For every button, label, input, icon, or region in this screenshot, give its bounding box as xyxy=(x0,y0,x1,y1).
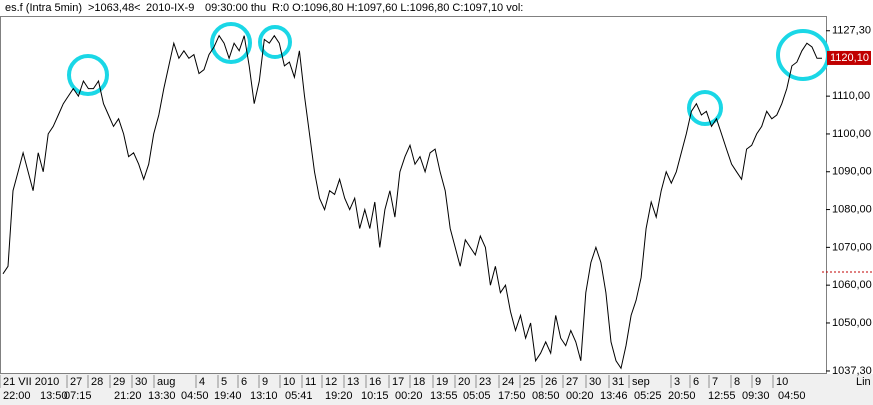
time-label: 17:50 xyxy=(498,390,526,402)
time-label: 05:05 xyxy=(463,390,491,402)
date-label: 8 xyxy=(734,376,740,388)
date-label: 10 xyxy=(283,376,295,388)
time-label: 22:00 xyxy=(3,390,31,402)
date-label: 30 xyxy=(589,376,601,388)
time-label: 13:50 xyxy=(40,390,68,402)
time-label: 04:50 xyxy=(181,390,209,402)
time-label: 13:46 xyxy=(600,390,628,402)
y-tick-label: 1127,30 xyxy=(832,25,871,37)
time-label: 05:25 xyxy=(634,390,662,402)
date-label: 28 xyxy=(91,376,103,388)
date-label: 17 xyxy=(392,376,404,388)
date-label: 25 xyxy=(523,376,535,388)
date-label: 12 xyxy=(325,376,337,388)
plot-frame xyxy=(0,16,827,374)
date-label: 29 xyxy=(113,376,125,388)
time-label: 04:50 xyxy=(778,390,806,402)
date-label: 13 xyxy=(347,376,359,388)
date-label: 4 xyxy=(199,376,205,388)
date-label: 7 xyxy=(712,376,718,388)
highlight-circle xyxy=(210,22,252,64)
date-label: 5 xyxy=(221,376,227,388)
header-text: >1063,48< xyxy=(88,2,141,14)
date-label: 18 xyxy=(413,376,425,388)
scale-label: Lin xyxy=(856,376,871,388)
time-axis-bg xyxy=(0,374,873,405)
time-label: 13:55 xyxy=(430,390,458,402)
date-label: 6 xyxy=(693,376,699,388)
date-label: 9 xyxy=(262,376,268,388)
header-text: 09:30:00 thu xyxy=(205,2,266,14)
time-label: 00:20 xyxy=(566,390,594,402)
time-label: 07:15 xyxy=(64,390,92,402)
date-label: 31 xyxy=(612,376,624,388)
time-label: 12:55 xyxy=(708,390,736,402)
time-label: 09:30 xyxy=(742,390,770,402)
highlight-circle xyxy=(687,90,723,126)
date-label: 10 xyxy=(776,376,788,388)
highlight-circle xyxy=(67,54,109,96)
y-tick-label: 1110,00 xyxy=(832,90,870,102)
time-label: 13:30 xyxy=(148,390,176,402)
time-label: 20:50 xyxy=(668,390,696,402)
time-label: 00:20 xyxy=(395,390,423,402)
date-label: 27 xyxy=(70,376,82,388)
y-tick-label: 1070,00 xyxy=(832,241,872,253)
y-tick-label: 1060,00 xyxy=(832,279,872,291)
date-label: 30 xyxy=(135,376,147,388)
date-label: 9 xyxy=(755,376,761,388)
time-label: 05:41 xyxy=(285,390,313,402)
date-label: 26 xyxy=(545,376,557,388)
date-label: aug xyxy=(157,376,175,388)
date-label: 21 VII 2010 xyxy=(3,376,59,388)
date-label: 24 xyxy=(502,376,514,388)
date-label: 20 xyxy=(458,376,470,388)
y-tick-label: 1100,00 xyxy=(832,128,871,140)
date-label: sep xyxy=(632,376,650,388)
date-label: 27 xyxy=(566,376,578,388)
header-text: R:0 O:1096,80 H:1097,60 L:1096,80 C:1097… xyxy=(272,2,523,14)
time-label: 21:20 xyxy=(114,390,142,402)
header-text: 2010-IX-9 xyxy=(146,2,194,14)
time-label: 19:40 xyxy=(214,390,242,402)
date-label: 11 xyxy=(305,376,316,388)
last-price-box xyxy=(827,50,871,65)
header-text: es.f (Intra 5min) xyxy=(5,2,82,14)
last-price-label: 1120,10 xyxy=(830,52,869,64)
time-label: 13:10 xyxy=(250,390,278,402)
y-tick-label: 1090,00 xyxy=(832,166,872,178)
date-label: 19 xyxy=(436,376,448,388)
time-label: 10:15 xyxy=(361,390,389,402)
price-line xyxy=(2,34,822,370)
date-label: 3 xyxy=(674,376,680,388)
y-tick-label: 1080,00 xyxy=(832,203,872,215)
time-label: 08:50 xyxy=(532,390,560,402)
y-tick-label: 1037,30 xyxy=(832,365,872,377)
date-label: 6 xyxy=(241,376,247,388)
date-label: 16 xyxy=(369,376,381,388)
time-label: 19:20 xyxy=(325,390,353,402)
highlight-circle xyxy=(258,25,292,59)
y-tick-label: 1050,00 xyxy=(832,317,872,329)
date-label: 23 xyxy=(479,376,491,388)
